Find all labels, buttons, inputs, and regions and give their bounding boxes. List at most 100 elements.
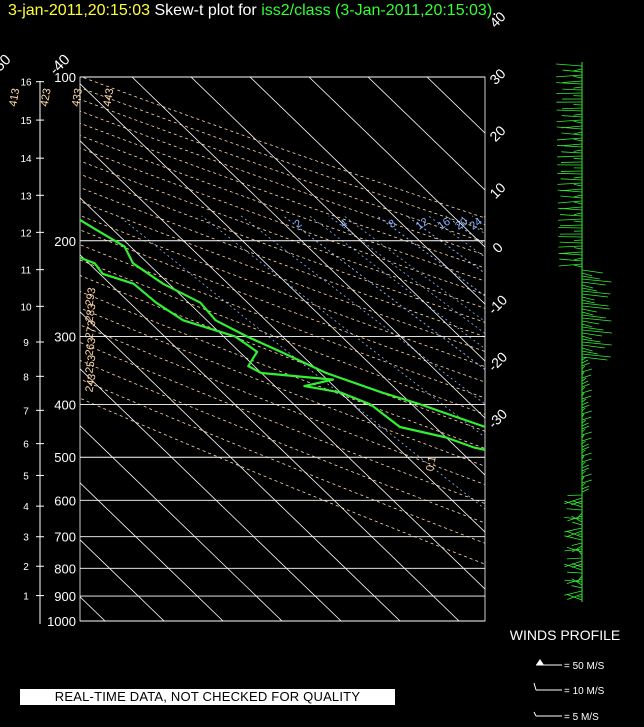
wind-barb	[573, 194, 583, 198]
wind-barb	[558, 245, 583, 248]
wind-barb	[556, 137, 583, 141]
isotherm-right-label: 0	[489, 239, 506, 256]
wind-barb	[581, 410, 592, 415]
height-tick-label: 10	[20, 302, 32, 313]
wind-barb	[561, 107, 583, 110]
pressure-tick-label: 1000	[47, 614, 76, 629]
wind-barb	[564, 527, 583, 533]
pressure-tick-label: 100	[54, 70, 76, 85]
wind-barb	[566, 546, 583, 553]
pressure-tick-label: 500	[54, 450, 76, 465]
wind-legend-pennant	[536, 659, 544, 665]
wind-barb	[566, 508, 583, 511]
height-tick-label: 16	[20, 78, 32, 89]
wind-barb	[581, 320, 600, 325]
wind-barb	[560, 214, 583, 217]
wind-barb	[564, 535, 583, 541]
adiabat-left-label: 283	[84, 303, 99, 323]
height-tick-label: 1	[23, 592, 29, 603]
adiabat-left-label: 273	[84, 320, 99, 340]
mixing-ratio-label: 24	[468, 216, 485, 233]
mixing-ratio-lower-label: 0.1	[424, 455, 438, 472]
wind-barb	[558, 218, 583, 221]
adiabat-left-label: 263	[84, 337, 99, 357]
wind-barb	[581, 275, 600, 280]
wind-barb	[573, 257, 583, 261]
wind-barb	[581, 482, 586, 487]
isotherm-line	[80, 482, 224, 621]
height-tick-label: 12	[20, 228, 32, 239]
wind-barb	[581, 350, 598, 355]
height-tick-label: 4	[23, 502, 29, 513]
isotherm-line	[80, 254, 460, 621]
wind-barb	[581, 398, 587, 403]
wind-barb	[581, 365, 586, 370]
wind-barb	[572, 500, 583, 505]
wind-barb	[571, 545, 583, 553]
wind-barb	[581, 440, 586, 445]
wind-barb	[581, 281, 606, 286]
wind-barb	[567, 557, 583, 560]
wind-barb	[556, 145, 583, 148]
wind-barb	[559, 224, 583, 227]
wind-barb	[581, 422, 589, 427]
height-tick-label: 11	[21, 266, 32, 277]
wind-barb	[573, 120, 583, 124]
wind-barb	[581, 359, 589, 364]
mixing-ratio-label: 8	[386, 218, 398, 231]
wind-barb	[561, 115, 583, 118]
wind-barb	[573, 149, 583, 152]
wind-barb	[573, 220, 583, 223]
adiabat-top-label: 423	[39, 87, 54, 107]
wind-barb	[581, 434, 585, 439]
wind-barb	[556, 92, 583, 95]
isotherm-line	[80, 368, 342, 621]
wind-profile-title: WINDS PROFILE	[510, 627, 620, 643]
wind-barb	[571, 563, 583, 568]
wind-barb	[581, 329, 613, 334]
wind-legend-label: = 5 M/S	[564, 712, 599, 723]
wind-barb	[581, 362, 590, 367]
wind-barb	[581, 335, 593, 340]
wind-barb	[581, 299, 595, 304]
mixing-ratio-line	[201, 215, 485, 438]
isotherm-top-label: -50	[0, 51, 14, 78]
mixing-ratio-line	[376, 215, 485, 297]
wind-barb	[560, 195, 583, 199]
wind-barb	[581, 353, 611, 358]
dry-adiabat-line	[80, 378, 485, 544]
isotherm-right-label: 30	[486, 65, 508, 87]
wind-barb	[558, 263, 583, 267]
header-title: Skew-t plot for	[154, 2, 257, 19]
wind-barb	[557, 155, 583, 158]
isotherm-right-label: 20	[486, 122, 508, 144]
wind-legend: = 50 M/S = 10 M/S = 5 M/S	[533, 659, 605, 723]
pressure-tick-label: 700	[54, 530, 76, 545]
wind-barb	[561, 143, 583, 147]
wind-barb	[573, 239, 583, 242]
adiabat-left-label: 293	[84, 287, 99, 307]
wind-barb	[561, 132, 583, 136]
wind-barb	[573, 212, 583, 216]
wind-barb	[564, 548, 583, 552]
isotherm-right-label: -10	[485, 292, 511, 318]
wind-barb	[567, 531, 583, 538]
wind-barb	[557, 172, 583, 175]
wind-barb	[566, 593, 583, 601]
wind-barb	[556, 109, 583, 112]
wind-barb	[562, 69, 583, 73]
wind-barb	[556, 82, 583, 85]
isotherm-line	[80, 425, 283, 621]
wind-barb	[581, 467, 590, 472]
wind-barb	[573, 86, 583, 89]
wind-profile-panel	[555, 62, 613, 602]
pressure-tick-label: 300	[54, 330, 76, 345]
height-tick-label: 15	[20, 116, 32, 127]
wind-barb	[571, 515, 583, 523]
height-tick-label: 3	[23, 533, 29, 544]
isotherm-line	[486, 77, 644, 621]
wind-barb	[573, 75, 583, 79]
wind-barb	[581, 389, 592, 394]
mixing-ratio-line	[118, 215, 485, 510]
wind-barb	[581, 473, 592, 478]
